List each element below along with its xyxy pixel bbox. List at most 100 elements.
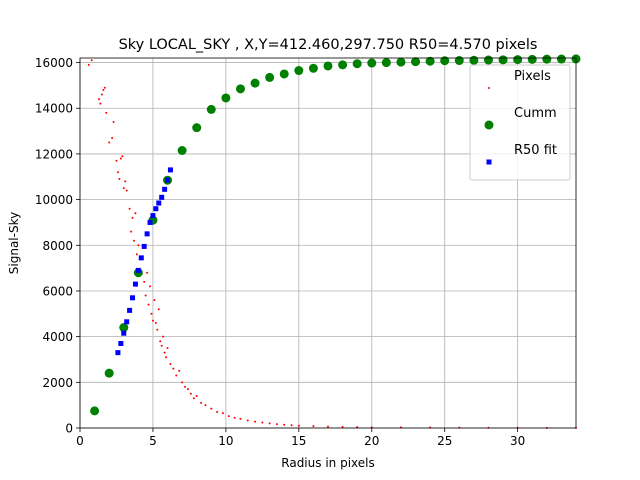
- x-axis-label: Radius in pixels: [281, 456, 374, 470]
- pixels-point: [99, 102, 102, 105]
- cumm-point: [352, 59, 362, 69]
- pixels-point: [100, 93, 103, 96]
- pixels-point: [97, 98, 100, 101]
- pixels-point: [166, 347, 169, 350]
- y-tick-label: 2000: [42, 376, 73, 390]
- pixels-point: [227, 415, 230, 418]
- y-tick-label: 10000: [35, 193, 73, 207]
- cumm-point: [206, 104, 216, 114]
- r50-fit-point: [150, 213, 156, 219]
- pixels-point: [341, 425, 344, 428]
- x-tick-label: 10: [218, 434, 233, 448]
- cumm-point: [119, 323, 129, 333]
- cumm-point: [411, 57, 421, 67]
- x-tick-label: 25: [437, 434, 452, 448]
- legend-frame: [469, 64, 571, 181]
- pixels-point: [221, 412, 224, 415]
- cumm-point: [440, 56, 450, 66]
- pixels-point: [137, 244, 140, 247]
- legend-label-pixels: Pixels: [514, 69, 551, 84]
- cumm-point: [542, 54, 552, 64]
- pixels-point: [144, 294, 147, 297]
- y-tick-label: 4000: [42, 330, 73, 344]
- cumm-point: [323, 61, 333, 71]
- r50-fit-point: [135, 267, 141, 273]
- series-r50-fit: [115, 167, 173, 356]
- cumm-point: [483, 55, 493, 65]
- cumm-point: [221, 93, 231, 103]
- r50-fit-point: [144, 231, 150, 237]
- r50-fit-point: [162, 186, 168, 192]
- pixels-point: [169, 363, 172, 366]
- r50-fit-point: [127, 307, 133, 313]
- pixels-point: [105, 111, 108, 114]
- pixels-point: [192, 397, 195, 400]
- axis-ticks: 0 5 10 15 20 25 30 0 2000 4000 6000 8000 10000 12000 1…: [35, 56, 525, 448]
- pixels-point: [172, 367, 175, 370]
- cumm-point: [235, 84, 245, 94]
- r50-fit-point: [147, 219, 153, 225]
- pixels-point: [150, 312, 153, 315]
- r50-fit-point: [165, 177, 171, 183]
- pixels-point: [216, 411, 219, 414]
- cumm-point: [338, 60, 348, 70]
- pixels-point: [115, 159, 118, 162]
- pixels-point: [162, 335, 165, 338]
- cumm-point: [367, 58, 377, 68]
- r50-fit-point: [118, 340, 124, 346]
- pixels-point: [151, 319, 154, 322]
- x-tick-label: 0: [76, 434, 84, 448]
- pixels-point: [254, 420, 257, 423]
- cumm-point: [556, 54, 566, 64]
- pixels-point: [143, 280, 146, 283]
- pixels-point: [290, 424, 293, 427]
- pixels-point: [239, 417, 242, 420]
- pixels-point: [163, 351, 166, 354]
- pixels-point: [132, 239, 135, 242]
- pixels-point: [327, 425, 329, 428]
- pixels-point: [149, 285, 152, 288]
- x-tick-label: 30: [510, 434, 525, 448]
- pixels-point: [90, 59, 93, 62]
- pixels-point: [128, 207, 131, 210]
- y-tick-label: 12000: [35, 147, 73, 161]
- pixels-point: [124, 180, 127, 183]
- r50-fit-point: [167, 167, 173, 173]
- r50-fit-point: [153, 206, 159, 212]
- r50-fit-point: [138, 255, 144, 261]
- pixels-point: [112, 120, 115, 123]
- x-tick-label: 20: [364, 434, 379, 448]
- y-axis-label: Signal-Sky: [7, 212, 21, 274]
- pixels-point: [246, 419, 249, 422]
- pixels-point: [130, 230, 133, 233]
- r50-fit-point: [156, 200, 162, 206]
- cumm-point: [265, 72, 275, 82]
- pixels-point: [181, 381, 184, 384]
- pixels-point: [175, 374, 178, 377]
- pixels-point: [125, 189, 128, 192]
- pixels-point: [275, 423, 278, 426]
- legend-label-cumm: Cumm: [514, 106, 557, 121]
- pixels-point: [103, 86, 106, 89]
- pixels-point: [297, 424, 300, 427]
- r50-fit-point: [141, 243, 147, 249]
- r50-fit-point: [159, 194, 165, 200]
- pixels-point: [134, 212, 137, 215]
- legend-marker-r50-fit: [486, 159, 492, 165]
- legend-label-r50-fit: R50 fit: [514, 143, 557, 158]
- y-tick-label: 6000: [42, 284, 73, 298]
- cumm-point: [527, 54, 537, 64]
- cumm-point: [381, 58, 391, 68]
- pixels-point: [283, 423, 286, 426]
- y-tick-label: 8000: [42, 239, 73, 253]
- series-layer: [87, 54, 581, 429]
- cumm-point: [469, 55, 479, 65]
- pixels-point: [111, 136, 114, 139]
- pixels-point: [116, 171, 119, 174]
- plot-frame: [79, 57, 577, 429]
- pixels-point: [147, 303, 150, 306]
- x-tick-label: 15: [291, 434, 306, 448]
- y-tick-label: 0: [65, 422, 73, 436]
- legend-marker-pixels: [488, 87, 490, 89]
